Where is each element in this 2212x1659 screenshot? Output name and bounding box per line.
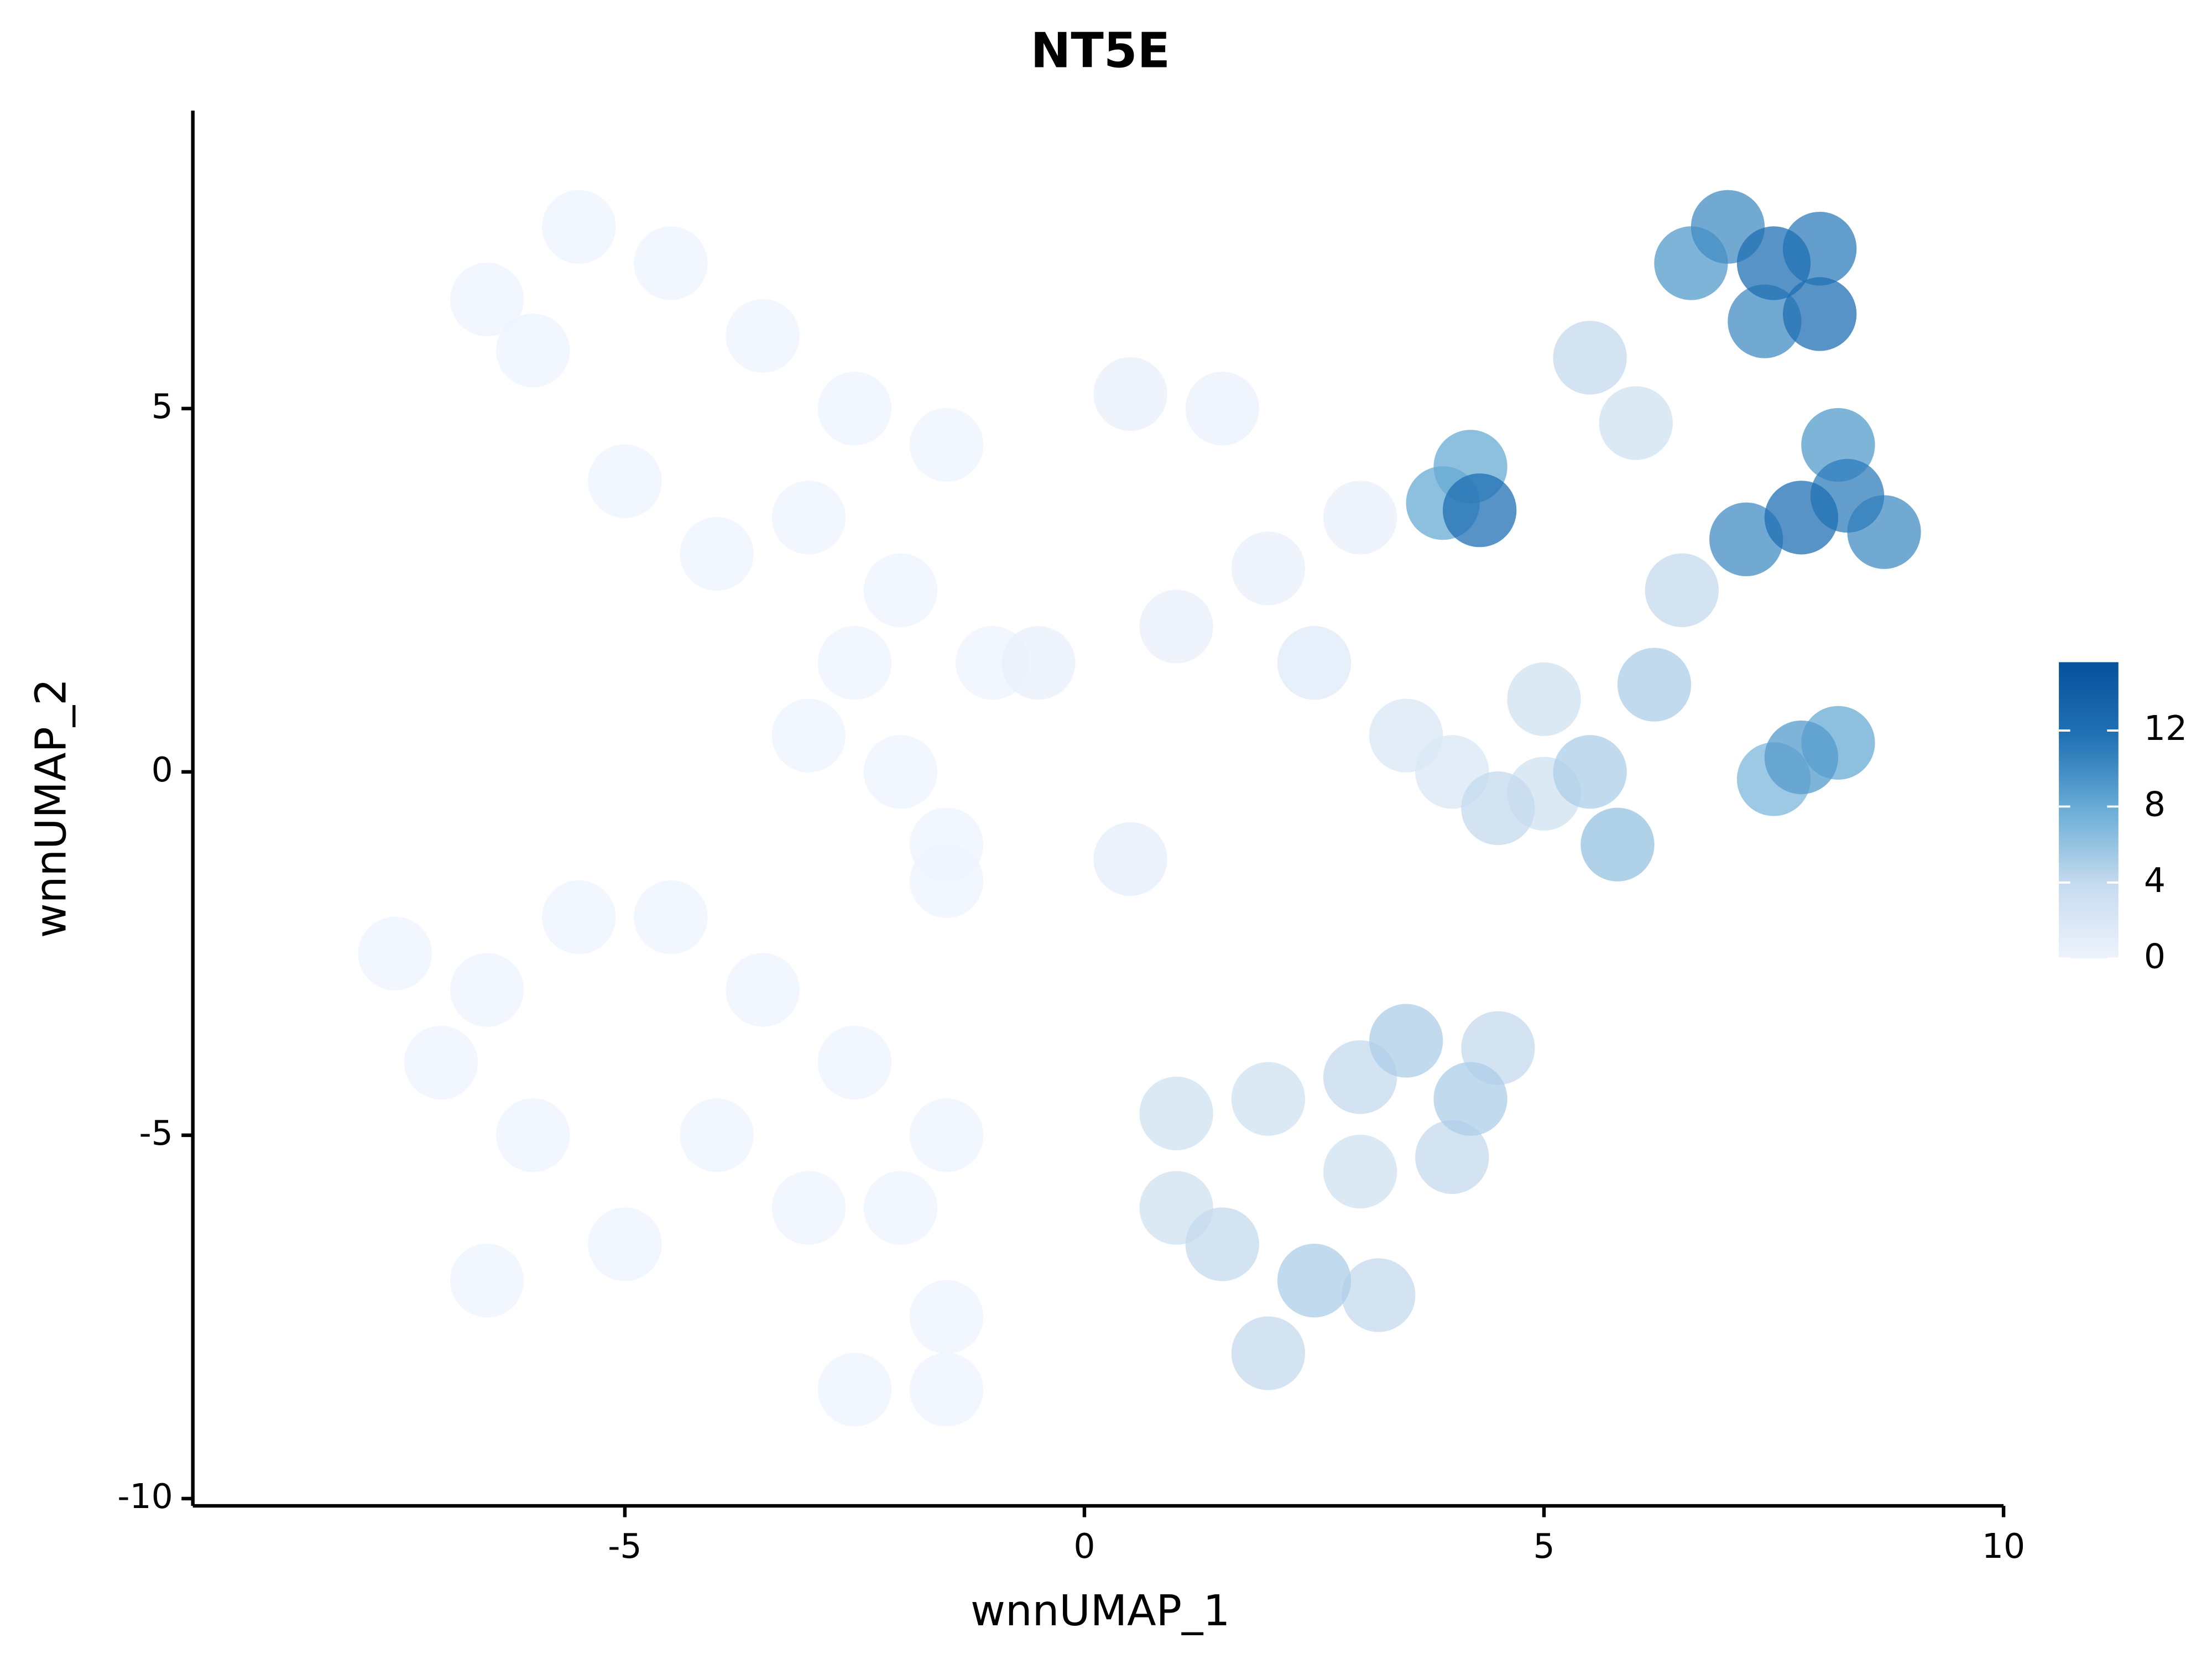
point: [496, 1098, 570, 1172]
point: [450, 263, 524, 337]
colorbar-tick-label: 8: [2144, 785, 2166, 825]
point: [542, 190, 616, 264]
chart-title: NT5E: [1030, 22, 1170, 79]
point: [771, 481, 846, 555]
point: [1443, 473, 1517, 547]
point: [1093, 357, 1167, 431]
point: [680, 517, 754, 591]
y-tick-label: -5: [139, 1113, 173, 1153]
point: [1764, 720, 1839, 795]
point: [1323, 481, 1397, 555]
point: [1728, 284, 1802, 358]
point: [358, 916, 432, 991]
point: [1461, 771, 1535, 846]
point: [496, 313, 570, 388]
point: [1645, 553, 1719, 627]
point: [1231, 531, 1306, 606]
point: [863, 553, 938, 627]
point: [1277, 1244, 1352, 1318]
point: [1001, 626, 1076, 700]
point: [909, 408, 984, 482]
point: [863, 735, 938, 809]
point: [450, 1244, 524, 1318]
point: [909, 844, 984, 918]
point: [1139, 589, 1213, 664]
point: [817, 1353, 892, 1427]
point: [1231, 1062, 1306, 1136]
point: [1323, 1134, 1397, 1209]
point: [863, 1171, 938, 1245]
colorbar-tick-label: 12: [2144, 708, 2187, 748]
point: [450, 953, 524, 1027]
point: [542, 880, 616, 954]
point: [909, 1280, 984, 1354]
point: [1231, 1316, 1306, 1390]
y-tick-label: 5: [152, 387, 173, 426]
point: [1415, 1120, 1489, 1194]
point: [726, 299, 800, 373]
point: [588, 444, 662, 518]
point: [1764, 481, 1839, 555]
point: [1736, 226, 1811, 300]
colorbar-tick-label: 4: [2144, 860, 2166, 900]
point: [817, 372, 892, 446]
point: [1553, 735, 1627, 809]
y-tick-label: -10: [117, 1477, 173, 1516]
point: [817, 626, 892, 700]
x-axis-label: wnnUMAP_1: [971, 1587, 1230, 1636]
point: [1709, 502, 1783, 576]
x-tick-label: 10: [1982, 1526, 2025, 1566]
colorbar: [2059, 662, 2119, 959]
point: [680, 1098, 754, 1172]
point: [1580, 807, 1655, 881]
point: [1617, 648, 1692, 722]
point: [588, 1207, 662, 1281]
point: [1553, 321, 1627, 395]
point: [1433, 1062, 1507, 1136]
y-tick-label: 0: [152, 750, 173, 790]
point: [771, 1171, 846, 1245]
point: [1093, 822, 1167, 896]
x-tick-label: 0: [1073, 1526, 1095, 1566]
point: [1782, 277, 1857, 351]
point: [1139, 1076, 1213, 1151]
point: [726, 953, 800, 1027]
point: [404, 1025, 478, 1100]
point: [1185, 1207, 1259, 1281]
point: [634, 880, 708, 954]
point: [1185, 372, 1259, 446]
point: [817, 1025, 892, 1100]
point: [1369, 1004, 1443, 1078]
x-tick-label: -5: [608, 1526, 641, 1566]
y-axis-label: wnnUMAP_2: [27, 679, 76, 938]
point: [1507, 662, 1581, 737]
point: [909, 1353, 984, 1427]
point: [771, 698, 846, 773]
x-tick-label: 5: [1533, 1526, 1554, 1566]
colorbar-tick-label: 0: [2144, 936, 2166, 976]
point: [1599, 386, 1673, 460]
point: [1342, 1258, 1416, 1332]
point: [1277, 626, 1352, 700]
point: [909, 1098, 984, 1172]
point: [634, 226, 708, 300]
